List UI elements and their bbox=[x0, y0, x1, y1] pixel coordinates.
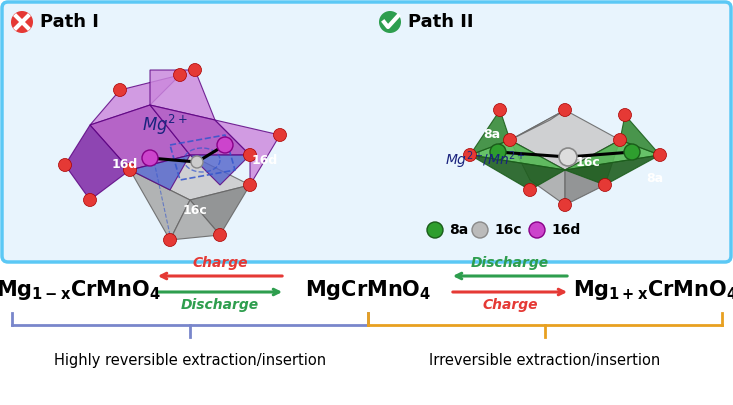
Circle shape bbox=[490, 144, 506, 160]
Text: Discharge: Discharge bbox=[471, 256, 549, 270]
Circle shape bbox=[624, 144, 640, 160]
Circle shape bbox=[523, 183, 537, 196]
Polygon shape bbox=[170, 200, 220, 240]
Polygon shape bbox=[190, 185, 250, 235]
Text: 16c: 16c bbox=[183, 203, 207, 217]
Circle shape bbox=[654, 149, 666, 162]
Text: Discharge: Discharge bbox=[181, 298, 259, 312]
Polygon shape bbox=[130, 155, 250, 200]
Text: 16d: 16d bbox=[112, 158, 138, 171]
Text: $\mathit{Mg^{2+}\!/Mn^{2+}}$: $\mathit{Mg^{2+}\!/Mn^{2+}}$ bbox=[445, 149, 526, 171]
Circle shape bbox=[84, 194, 97, 207]
Polygon shape bbox=[470, 110, 510, 155]
Text: Path II: Path II bbox=[408, 13, 474, 31]
Text: Path I: Path I bbox=[40, 13, 99, 31]
Circle shape bbox=[11, 11, 33, 33]
Circle shape bbox=[379, 11, 401, 33]
Polygon shape bbox=[215, 120, 280, 185]
Circle shape bbox=[114, 83, 127, 96]
Polygon shape bbox=[150, 70, 215, 120]
Circle shape bbox=[217, 137, 233, 153]
Text: $\mathbf{Mg_{1-x}CrMnO_4}$: $\mathbf{Mg_{1-x}CrMnO_4}$ bbox=[0, 278, 161, 302]
Polygon shape bbox=[565, 140, 620, 205]
Circle shape bbox=[614, 134, 627, 147]
Text: 16c: 16c bbox=[575, 156, 600, 168]
Polygon shape bbox=[510, 110, 565, 140]
Circle shape bbox=[213, 228, 226, 241]
Text: $\mathbf{MgCrMnO_4}$: $\mathbf{MgCrMnO_4}$ bbox=[305, 278, 431, 302]
Polygon shape bbox=[90, 105, 190, 170]
Circle shape bbox=[599, 179, 611, 192]
Polygon shape bbox=[565, 140, 660, 170]
Text: Highly reversible extraction/insertion: Highly reversible extraction/insertion bbox=[54, 352, 326, 367]
Text: 16d: 16d bbox=[252, 153, 278, 166]
Circle shape bbox=[463, 149, 476, 162]
Circle shape bbox=[559, 198, 572, 211]
Polygon shape bbox=[65, 125, 130, 200]
Polygon shape bbox=[150, 105, 250, 155]
Polygon shape bbox=[90, 75, 180, 125]
Polygon shape bbox=[510, 140, 565, 205]
Text: 8a: 8a bbox=[484, 128, 501, 141]
Polygon shape bbox=[565, 155, 660, 185]
Circle shape bbox=[243, 149, 257, 162]
Text: $\mathit{Mg^{2+}}$: $\mathit{Mg^{2+}}$ bbox=[142, 113, 188, 137]
Circle shape bbox=[619, 109, 632, 122]
Circle shape bbox=[191, 156, 203, 168]
Circle shape bbox=[59, 158, 72, 171]
FancyBboxPatch shape bbox=[2, 2, 731, 262]
Circle shape bbox=[427, 222, 443, 238]
Circle shape bbox=[188, 64, 202, 77]
Circle shape bbox=[243, 179, 257, 192]
Text: $\mathbf{Mg_{1+x}CrMnO_4}$: $\mathbf{Mg_{1+x}CrMnO_4}$ bbox=[572, 278, 733, 302]
Circle shape bbox=[529, 222, 545, 238]
Text: Charge: Charge bbox=[482, 298, 538, 312]
Polygon shape bbox=[130, 155, 190, 190]
Circle shape bbox=[493, 104, 507, 117]
Circle shape bbox=[504, 134, 517, 147]
Circle shape bbox=[273, 128, 287, 141]
Text: 16d: 16d bbox=[551, 223, 581, 237]
Text: 16c: 16c bbox=[494, 223, 522, 237]
Text: Irreversible extraction/insertion: Irreversible extraction/insertion bbox=[430, 352, 660, 367]
Polygon shape bbox=[620, 115, 660, 155]
Circle shape bbox=[142, 150, 158, 166]
Polygon shape bbox=[130, 170, 190, 240]
Polygon shape bbox=[470, 155, 565, 190]
Polygon shape bbox=[190, 155, 250, 185]
Text: Charge: Charge bbox=[192, 256, 248, 270]
Text: 8a: 8a bbox=[647, 171, 663, 185]
Circle shape bbox=[559, 148, 577, 166]
Circle shape bbox=[559, 104, 572, 117]
Circle shape bbox=[163, 234, 177, 247]
Circle shape bbox=[472, 222, 488, 238]
Circle shape bbox=[123, 164, 136, 177]
Circle shape bbox=[174, 68, 186, 81]
Polygon shape bbox=[470, 140, 565, 170]
Text: 8a: 8a bbox=[449, 223, 468, 237]
Polygon shape bbox=[510, 110, 620, 170]
